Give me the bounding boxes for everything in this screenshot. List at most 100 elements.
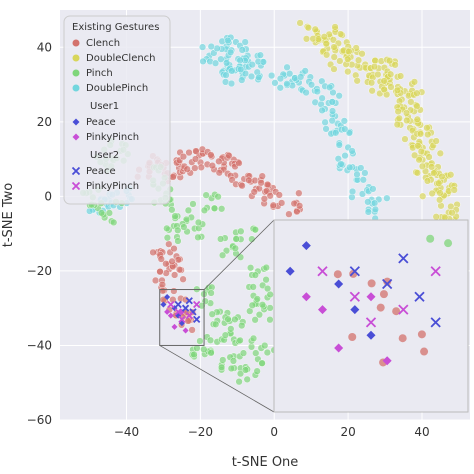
point-doublepinch — [211, 59, 220, 67]
point-doublepinch — [238, 46, 246, 54]
point-pinch — [227, 325, 235, 333]
legend-marker — [71, 166, 81, 176]
point-doublepinch — [276, 75, 285, 83]
point-doubleclench — [387, 70, 395, 78]
point-clench — [245, 176, 253, 184]
point-doublepinch — [322, 125, 330, 133]
point-clench — [260, 195, 268, 203]
point-doublepinch — [328, 98, 336, 106]
point-clench — [215, 169, 223, 177]
point-pinch — [266, 316, 274, 324]
point-doublepinch — [341, 152, 349, 160]
point-doubleclench — [416, 130, 425, 138]
point-doubleclench — [423, 124, 431, 132]
inset-sample-point — [301, 292, 311, 302]
point-doublepinch — [321, 118, 329, 126]
point-doubleclench — [407, 98, 415, 106]
zoom-connector — [159, 345, 275, 413]
point-doubleclench — [393, 120, 401, 129]
y-axis-label: t-SNE Two — [1, 183, 16, 248]
inset-point-clench — [376, 303, 385, 312]
point-doubleclench — [394, 107, 402, 116]
point-doubleclench — [436, 189, 444, 197]
point-doubleclench — [302, 35, 311, 43]
point-clench — [257, 179, 265, 187]
point-doublepinch — [332, 129, 340, 137]
point-pinch — [202, 191, 210, 199]
point-pinch — [180, 223, 188, 231]
inset-sample-point — [398, 253, 409, 264]
point-doubleclench — [432, 213, 440, 221]
point-doublepinch — [223, 59, 231, 67]
point-pinch — [171, 212, 179, 220]
point-doubleclench — [403, 116, 411, 125]
point-clench — [295, 202, 304, 210]
point-doublepinch — [237, 65, 245, 74]
point-clench — [295, 189, 303, 197]
point-doublepinch — [302, 88, 310, 97]
legend-title: Existing Gestures — [72, 22, 159, 33]
sample-point — [167, 300, 175, 309]
point-doublepinch — [353, 170, 361, 179]
point-clench — [151, 276, 160, 285]
inset-point-clench — [379, 290, 388, 299]
point-doubleclench — [337, 30, 345, 38]
point-clench — [162, 260, 170, 268]
point-doubleclench — [330, 53, 338, 61]
point-pinch — [251, 226, 259, 234]
point-clench — [174, 256, 182, 264]
inset-sample-point — [334, 343, 344, 353]
y-tick-label: −60 — [27, 413, 52, 427]
point-doublepinch — [198, 43, 207, 51]
point-doubleclench — [370, 63, 379, 71]
sample-point — [167, 312, 174, 319]
inset-sample-point — [365, 317, 377, 328]
point-doubleclench — [415, 156, 423, 164]
point-pinch — [168, 206, 176, 214]
point-pinch — [194, 218, 203, 227]
inset-sample-point — [349, 291, 360, 302]
point-pinch — [236, 370, 245, 378]
point-doublepinch — [238, 76, 246, 84]
point-doublepinch — [326, 83, 334, 91]
point-clench — [192, 147, 200, 155]
point-doublepinch — [341, 125, 349, 133]
y-tick-label: −40 — [27, 338, 52, 352]
point-clench — [149, 248, 157, 256]
point-clench — [285, 210, 293, 218]
point-doublepinch — [348, 187, 357, 196]
point-doubleclench — [393, 86, 402, 94]
point-doublepinch — [259, 58, 268, 66]
point-pinch — [189, 200, 197, 208]
point-doubleclench — [423, 177, 432, 185]
point-clench — [168, 257, 176, 265]
inset-point-clench — [333, 270, 342, 279]
point-pinch — [105, 209, 113, 217]
point-clench — [191, 155, 200, 163]
point-pinch — [231, 244, 239, 252]
zoom-source-box — [159, 289, 205, 346]
point-doubleclench — [353, 77, 361, 85]
point-pinch — [262, 263, 270, 272]
point-doublepinch — [318, 106, 326, 115]
point-clench — [170, 244, 178, 253]
legend-box — [63, 15, 171, 205]
point-doublepinch — [276, 84, 284, 92]
inset-sample-point — [334, 279, 344, 289]
point-doublepinch — [227, 79, 236, 88]
point-clench — [238, 182, 246, 190]
point-doublepinch — [248, 61, 256, 69]
point-doublepinch — [328, 117, 336, 125]
legend-entry: Peace — [86, 117, 116, 128]
point-doubleclench — [345, 47, 353, 56]
inset-point-pinch — [426, 234, 435, 243]
point-doublepinch — [340, 117, 348, 125]
point-doublepinch — [329, 88, 337, 97]
point-doubleclench — [344, 68, 352, 76]
point-doubleclench — [380, 77, 388, 85]
point-doublepinch — [236, 56, 244, 64]
legend-entry: PinkyPinch — [86, 132, 139, 143]
point-pinch — [255, 311, 263, 319]
point-pinch — [249, 334, 258, 343]
point-doubleclench — [419, 192, 427, 200]
